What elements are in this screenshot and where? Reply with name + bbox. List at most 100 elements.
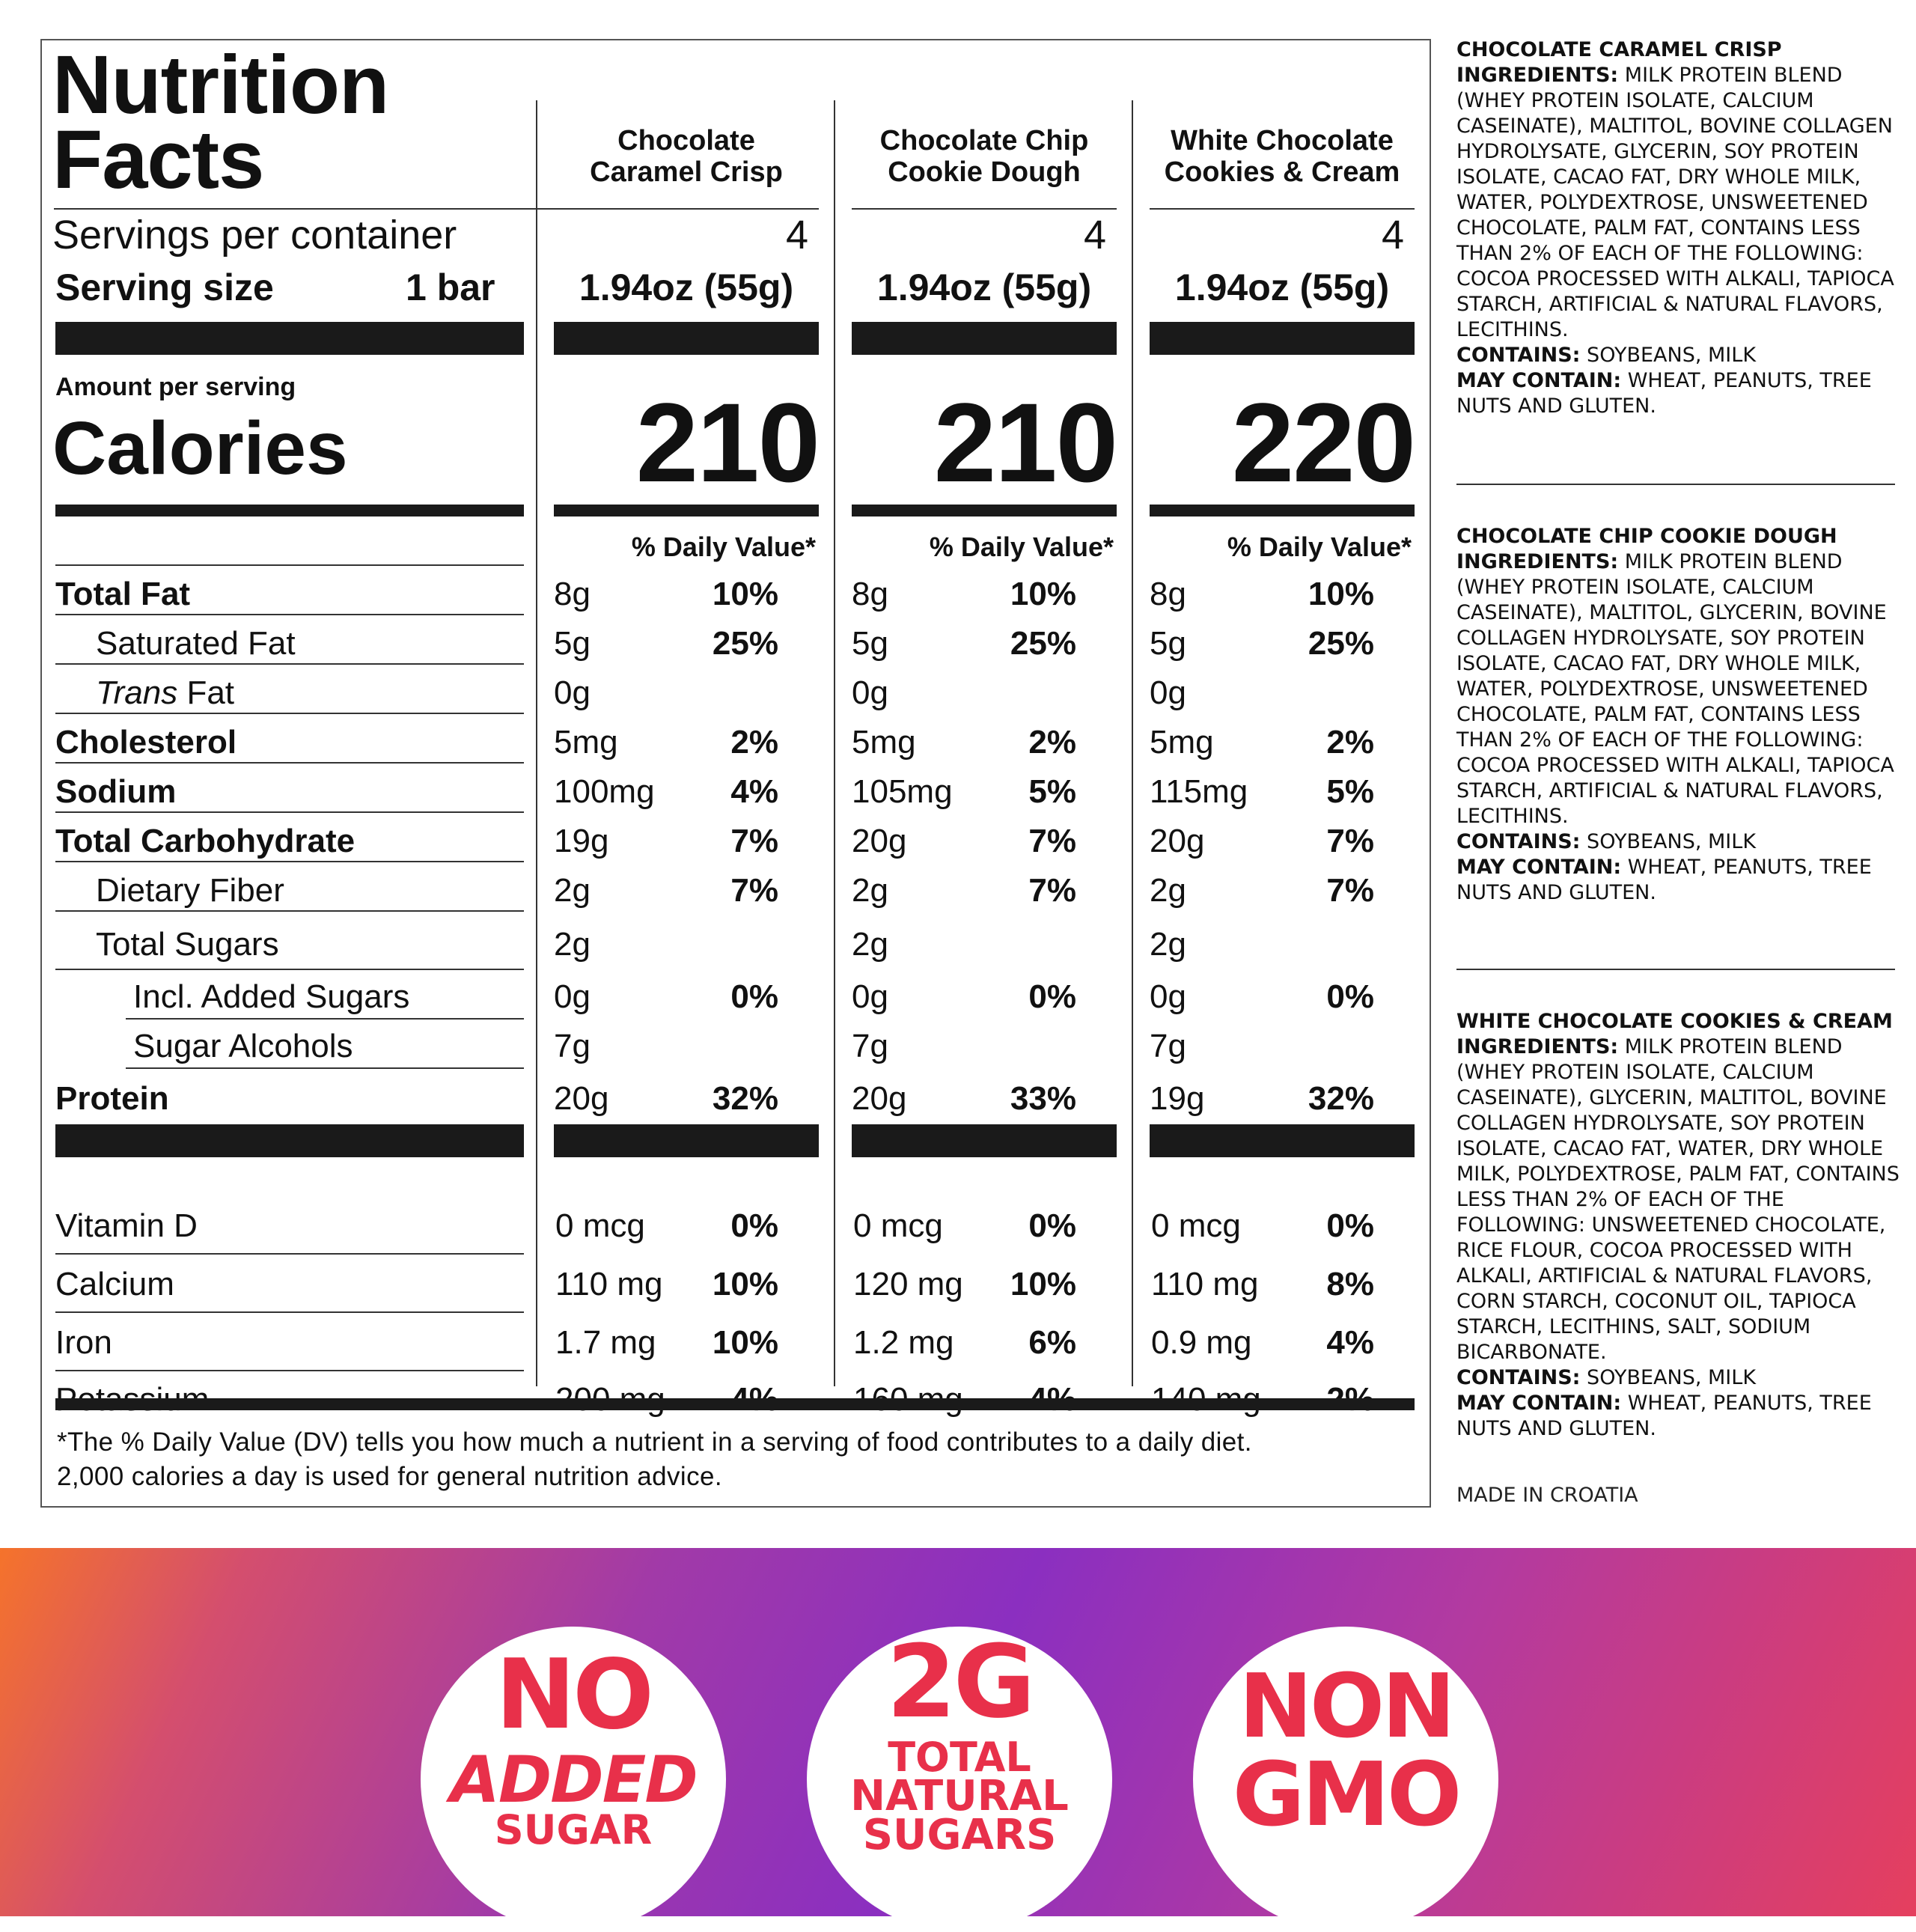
- ingredients-text: INGREDIENTS: MILK PROTEIN BLEND (WHEY PR…: [1456, 64, 1894, 341]
- daily-value-header-col2: % Daily Value*: [929, 531, 1114, 562]
- row-divider: [55, 910, 524, 912]
- nutrient-label: Incl. Added Sugars: [133, 976, 409, 1018]
- nutrient-daily-value: 7%: [730, 872, 778, 909]
- nutrient-label-text: Cholesterol: [55, 724, 237, 761]
- serving-size-col2: 1.94oz (55g): [876, 266, 1092, 308]
- nutrient-label-text: Total Carbohydrate: [55, 823, 356, 859]
- row-divider: [126, 1067, 524, 1069]
- calories-label: Calories: [52, 406, 348, 490]
- servings-value-col1: 4: [785, 213, 808, 258]
- product-name-col2: Chocolate Chip Cookie Dough: [879, 125, 1089, 188]
- nutrient-label-text: Sodium: [55, 773, 177, 810]
- calories-value-col1: 210: [635, 380, 820, 505]
- nutrient-daily-value: 10%: [1010, 576, 1076, 612]
- vitamin-amount: 110 mg: [1151, 1266, 1259, 1302]
- nutrient-amount: 7g: [554, 1028, 591, 1064]
- servings-per-container-label: Servings per container: [52, 213, 457, 258]
- divider: [852, 208, 1117, 210]
- nutrient-daily-value: 7%: [730, 823, 778, 859]
- vitamin-label: Calcium: [55, 1266, 174, 1302]
- row-divider: [55, 713, 524, 714]
- nutrient-label-text: Dietary Fiber: [96, 872, 284, 909]
- medium-bar: [852, 505, 1117, 516]
- ingredients-text: INGREDIENTS: MILK PROTEIN BLEND (WHEY PR…: [1456, 1035, 1900, 1364]
- nutrient-daily-value: 2%: [730, 724, 778, 761]
- nutrient-label: Sugar Alcohols: [133, 1026, 353, 1067]
- nutrient-amount: 5g: [852, 625, 888, 662]
- servings-value-col2: 4: [1083, 213, 1106, 258]
- nutrient-amount: 8g: [852, 576, 888, 612]
- may-contain-text: MAY CONTAIN: WHEAT, PEANUTS, TREE NUTS A…: [1456, 1392, 1872, 1440]
- nutrient-amount: 5mg: [852, 724, 916, 761]
- nutrient-amount: 105mg: [852, 773, 953, 810]
- nutrient-amount: 0g: [852, 978, 888, 1015]
- row-divider: [55, 861, 524, 862]
- nutrient-daily-value: 5%: [1028, 773, 1076, 810]
- contains-text: CONTAINS: SOYBEANS, MILK: [1456, 344, 1757, 367]
- nutrient-daily-value: 5%: [1326, 773, 1374, 810]
- vitamin-daily-value: 0%: [730, 1207, 778, 1244]
- thick-bar: [554, 322, 819, 355]
- nutrient-amount: 20g: [1150, 823, 1205, 859]
- nutrient-label: Trans Fat: [96, 672, 234, 714]
- divider: [1150, 208, 1415, 210]
- row-divider: [55, 1370, 524, 1371]
- nutrient-label: Total Fat: [55, 573, 190, 615]
- ingredients-block-2: CHOCOLATE CHIP COOKIE DOUGH INGREDIENTS:…: [1456, 524, 1906, 906]
- servings-value-col3: 4: [1381, 213, 1404, 258]
- vitamin-daily-value: 0%: [1028, 1207, 1076, 1244]
- ingredients-divider: [1456, 484, 1895, 485]
- nutrient-daily-value: 7%: [1028, 872, 1076, 909]
- amount-per-serving-label: Amount per serving: [55, 373, 296, 401]
- ingredients-divider: [1456, 969, 1895, 970]
- nutrient-daily-value: 7%: [1028, 823, 1076, 859]
- medium-bar: [1150, 505, 1415, 516]
- nutrient-amount: 115mg: [1150, 773, 1248, 810]
- nutrient-label: Dietary Fiber: [96, 870, 284, 912]
- nutrient-amount: 19g: [1150, 1080, 1205, 1117]
- daily-value-header-col3: % Daily Value*: [1227, 531, 1412, 562]
- no-added-sugar-badge: NO ADDED SUGAR: [421, 1627, 726, 1932]
- vitamin-amount: 0 mcg: [853, 1207, 943, 1244]
- nutrient-amount: 0g: [1150, 978, 1186, 1015]
- column-divider: [834, 100, 835, 1386]
- panel-title: Nutrition Facts: [52, 39, 389, 206]
- nutrient-daily-value: 0%: [1028, 978, 1076, 1015]
- nutrient-amount: 20g: [852, 1080, 907, 1117]
- row-divider: [55, 614, 524, 615]
- contains-text: CONTAINS: SOYBEANS, MILK: [1456, 830, 1757, 853]
- ingredients-heading: CHOCOLATE CHIP COOKIE DOUGH: [1456, 525, 1837, 548]
- nutrient-amount: 8g: [1150, 576, 1186, 612]
- nutrient-amount: 5g: [1150, 625, 1186, 662]
- vitamin-amount: 1.7 mg: [555, 1324, 656, 1361]
- nutrient-daily-value: 0%: [1326, 978, 1374, 1015]
- may-contain-text: MAY CONTAIN: WHEAT, PEANUTS, TREE NUTS A…: [1456, 369, 1872, 418]
- nutrient-daily-value: 7%: [1326, 872, 1374, 909]
- serving-size-col1: 1.94oz (55g): [579, 266, 794, 308]
- vitamin-amount: 110 mg: [555, 1266, 663, 1302]
- nutrient-amount: 0g: [1150, 674, 1186, 711]
- thick-bar: [55, 1124, 524, 1157]
- thick-bar: [554, 1124, 819, 1157]
- nutrient-label: Saturated Fat: [96, 623, 296, 665]
- column-divider: [1132, 100, 1133, 1386]
- nutrient-amount: 5g: [554, 625, 591, 662]
- serving-size-value: 1 bar: [406, 266, 495, 308]
- thick-bar: [55, 322, 524, 355]
- serving-size-label: Serving size: [55, 266, 274, 308]
- thick-bar: [1150, 1124, 1415, 1157]
- calories-value-col3: 220: [1231, 380, 1416, 505]
- nutrient-label: Cholesterol: [55, 722, 237, 764]
- nutrient-amount: 2g: [554, 872, 591, 909]
- nutrient-daily-value: 25%: [1308, 625, 1374, 662]
- thick-bar: [852, 1124, 1117, 1157]
- nutrient-amount: 0g: [554, 674, 591, 711]
- nutrition-facts-panel: Nutrition Facts Servings per container S…: [40, 39, 1431, 1508]
- medium-bar: [554, 505, 819, 516]
- row-divider: [55, 811, 524, 813]
- nutrient-amount: 100mg: [554, 773, 655, 810]
- row-divider: [55, 969, 524, 970]
- thick-bar: [1150, 322, 1415, 355]
- nutrient-amount: 7g: [1150, 1028, 1186, 1064]
- row-divider: [55, 1311, 524, 1313]
